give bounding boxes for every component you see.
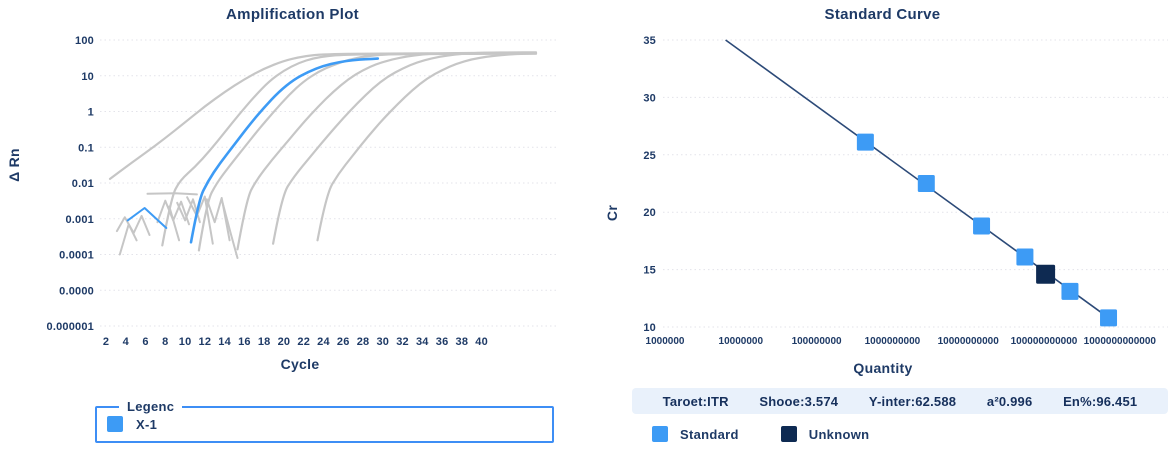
x-tick-label: 100000000000	[1011, 336, 1078, 347]
stat-slope: Shooe:3.574	[759, 393, 839, 409]
amplification-plot-title: Amplification Plot	[226, 6, 359, 23]
baseline-noise-segment	[221, 201, 239, 259]
standard-curve-x-axis-label: Quantity	[853, 360, 913, 376]
y-tick-label: 30	[643, 92, 656, 104]
y-tick-label: 0.0001	[59, 250, 94, 262]
stat-efficiency: En%:96.451	[1063, 393, 1138, 409]
x-tick-label: 1000000000	[865, 336, 921, 347]
standard-swatch	[652, 426, 668, 442]
y-tick-label: 20	[643, 207, 656, 219]
x-tick-label: 24	[317, 336, 330, 348]
amplification-curve	[316, 52, 538, 242]
y-tick-label: 10	[81, 71, 94, 83]
standard-marker[interactable]	[917, 175, 935, 192]
standard-marker[interactable]	[1016, 248, 1034, 266]
x-tick-label: 6	[142, 336, 148, 348]
x-tick-label: 1000000	[646, 336, 685, 347]
stat-y-intercept: Y-inter:62.588	[868, 393, 957, 409]
unknown-swatch	[780, 426, 797, 442]
standard-marker[interactable]	[1100, 309, 1118, 327]
baseline-noise-segment	[126, 207, 168, 229]
x-tick-label: 36	[436, 336, 449, 348]
x-tick-label: 28	[357, 336, 370, 348]
standard-marker[interactable]	[973, 217, 991, 235]
standard-curve-legend: Standard Unknown	[652, 426, 869, 442]
baseline-noise-segment	[168, 205, 181, 242]
legend-item-x1[interactable]: X-1	[107, 416, 552, 432]
legend-item-unknown[interactable]: Unknown	[780, 426, 870, 442]
x-tick-label: 40	[475, 336, 488, 348]
x-tick-label: 14	[218, 336, 231, 348]
baseline-noise-segment	[146, 192, 198, 196]
x-tick-label: 10000000000	[938, 336, 1000, 347]
baseline-noise-segment	[118, 223, 138, 256]
unknown-label: Unknown	[808, 426, 870, 442]
x-tick-label: 100000000	[792, 336, 842, 347]
y-tick-label: 35	[643, 35, 656, 47]
x-tick-label: 18	[258, 336, 271, 348]
y-tick-label: 0.001	[65, 214, 94, 226]
x-tick-label: 30	[376, 336, 389, 348]
baseline-noise-segment	[186, 195, 214, 245]
y-tick-label: 15	[643, 265, 656, 277]
x-tick-label: 2	[103, 336, 109, 348]
x-tick-label: 38	[456, 336, 469, 348]
x-tick-label: 8	[162, 336, 168, 348]
amplification-legend-box: Legenc X-1	[95, 399, 554, 443]
stat-r-squared: a²0.996	[986, 393, 1033, 409]
x-tick-label: 4	[123, 336, 130, 348]
standard-curve-chart[interactable]: 35 30 25 20 15 10 1000000 10000000 100000000 1000…	[590, 0, 1175, 390]
x-tick-label: 1000000000000	[1084, 336, 1157, 347]
amplification-legend-title: Legenc	[127, 399, 175, 414]
standard-curve-stats-bar: Taroet:ITR Shooe:3.574 Y-inter:62.588 a²…	[632, 388, 1168, 414]
y-tick-label: 0.01	[72, 178, 94, 190]
y-tick-label: 1	[88, 107, 94, 119]
standard-label: Standard	[680, 426, 739, 442]
x-tick-label: 20	[278, 336, 291, 348]
y-tick-label: 0.000001	[47, 321, 94, 333]
amplification-curve	[197, 52, 538, 252]
amplification-curve	[272, 51, 538, 245]
standard-marker[interactable]	[1061, 282, 1079, 300]
legend-item-standard[interactable]: Standard	[652, 426, 739, 442]
x-tick-label: 16	[238, 336, 251, 348]
x-tick-label: 10	[179, 336, 192, 348]
baseline-noise-segment	[205, 197, 231, 242]
y-tick-label: 0.0000	[59, 285, 94, 297]
standard-marker[interactable]	[856, 133, 874, 151]
y-tick-label: 25	[643, 150, 656, 162]
amplification-curve	[161, 52, 538, 247]
series-curve-x-1[interactable]	[189, 57, 380, 244]
standard-curve-title: Standard Curve	[824, 6, 941, 23]
amplification-x-axis-label: Cycle	[280, 356, 320, 372]
x-tick-label: 32	[396, 336, 409, 348]
amplification-curve	[236, 51, 538, 251]
x-tick-label: 10000000	[719, 336, 764, 347]
x-tick-label: 12	[199, 336, 212, 348]
y-tick-label: 0.1	[78, 142, 94, 154]
y-tick-label: 100	[75, 35, 94, 47]
x-tick-label: 22	[297, 336, 310, 348]
y-tick-label: 10	[643, 322, 656, 334]
amplification-curve	[108, 51, 538, 180]
x1-series-swatch	[107, 416, 123, 432]
x-tick-label: 34	[416, 336, 429, 348]
stat-target: Taroet:ITR	[662, 393, 729, 409]
x-tick-label: 26	[337, 336, 350, 348]
x1-series-label: X-1	[136, 416, 158, 432]
unknown-marker[interactable]	[1036, 264, 1056, 284]
